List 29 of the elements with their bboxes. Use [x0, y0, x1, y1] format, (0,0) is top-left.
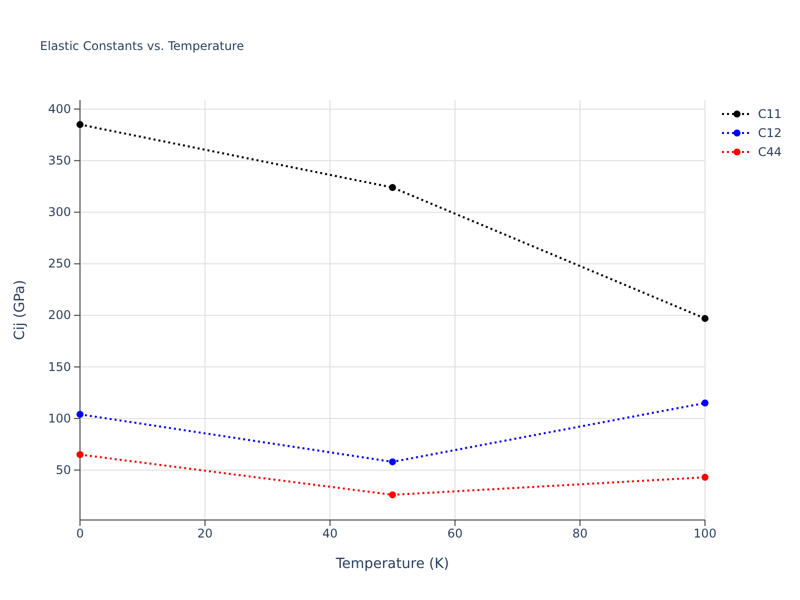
y-tick-label: 250 [48, 256, 71, 271]
legend-label: C12 [758, 126, 782, 140]
x-tick-label: 20 [197, 526, 213, 541]
x-tick-label: 100 [694, 526, 716, 541]
y-axis-title: Cij (GPa) [12, 280, 28, 340]
y-tick-label: 300 [48, 205, 71, 220]
x-axis-title: Temperature (K) [334, 556, 450, 572]
legend-label: C11 [758, 107, 782, 121]
point [389, 458, 396, 466]
y-tick-label: 50 [56, 462, 71, 477]
legend-label: C44 [758, 145, 782, 159]
chart-title: Elastic Constants vs. Temperature [40, 39, 244, 53]
y-tick-label: 400 [48, 102, 71, 116]
x-tick-label: 60 [447, 526, 463, 541]
y-tick-label: 350 [48, 153, 71, 168]
x-tick-label: 80 [572, 526, 588, 541]
point [76, 451, 84, 458]
point [76, 410, 84, 418]
point [76, 121, 84, 128]
point [702, 400, 708, 407]
point [389, 491, 396, 498]
y-tick-label: 150 [48, 360, 71, 374]
point [389, 184, 396, 191]
y-tick-label: 200 [48, 308, 71, 322]
x-tick-label: 0 [76, 526, 84, 541]
y-tick-label: 100 [48, 411, 71, 426]
x-tick-label: 40 [322, 526, 338, 541]
point [702, 474, 708, 481]
point [702, 314, 708, 322]
